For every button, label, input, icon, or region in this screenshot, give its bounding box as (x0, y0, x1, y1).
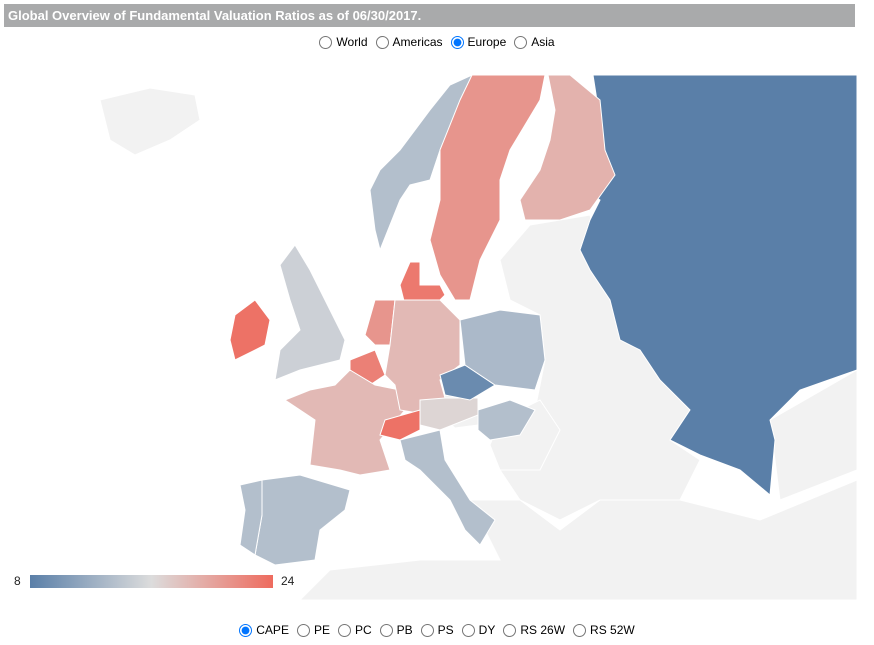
country: Portugal (239, 479, 263, 556)
radio-button[interactable] (503, 623, 517, 637)
country: Czech Republic (439, 364, 496, 401)
radio-option[interactable]: PC (337, 623, 372, 637)
legend-max: 24 (281, 574, 295, 588)
background-land (99, 87, 858, 601)
radio-button[interactable] (239, 623, 253, 637)
radio-label: PE (313, 623, 330, 637)
radio-label: Europe (467, 35, 507, 49)
radio-option[interactable]: PB (379, 623, 413, 637)
radio-label: RS 26W (520, 623, 566, 637)
radio-option[interactable]: CAPE (239, 623, 289, 637)
radio-label: Asia (531, 35, 555, 49)
country: Norway (369, 74, 473, 252)
country: Switzerland (379, 409, 421, 441)
region-selector: World Americas Europe Asia (0, 35, 874, 52)
radio-option[interactable]: PE (296, 623, 330, 637)
radio-option[interactable]: PS (420, 623, 454, 637)
radio-option[interactable]: RS 52W (573, 623, 635, 637)
legend-bar (30, 575, 273, 588)
legend-min: 8 (14, 574, 21, 588)
countries: Russia Norway Sweden Finland Denmark Uni… (229, 74, 858, 566)
land (769, 369, 858, 501)
country: Sweden (429, 74, 546, 301)
radio-button[interactable] (573, 623, 587, 637)
radio-label: World (336, 35, 368, 49)
radio-button[interactable] (461, 623, 475, 637)
radio-label: Americas (392, 35, 443, 49)
radio-option[interactable]: RS 26W (503, 623, 565, 637)
radio-option[interactable]: Asia (514, 35, 555, 49)
metric-selector: CAPE PE PC PB PS DY RS 26W RS 52W (0, 623, 874, 640)
country: Italy (399, 429, 496, 546)
country: Netherlands (364, 299, 396, 346)
radio-option[interactable]: Americas (375, 35, 443, 49)
country: Spain (254, 474, 351, 566)
country: United Kingdom (274, 244, 346, 381)
radio-button[interactable] (450, 35, 464, 49)
radio-button[interactable] (337, 623, 351, 637)
radio-button[interactable] (319, 35, 333, 49)
radio-button[interactable] (514, 35, 528, 49)
land (99, 87, 201, 156)
country: Denmark (399, 261, 446, 311)
country: Ireland (229, 299, 271, 361)
radio-button[interactable] (375, 35, 389, 49)
title-bar: Global Overview of Fundamental Valuation… (4, 4, 855, 27)
radio-label: RS 52W (590, 623, 635, 637)
radio-button[interactable] (379, 623, 393, 637)
radio-label: CAPE (256, 623, 289, 637)
radio-button[interactable] (296, 623, 310, 637)
land (298, 479, 858, 601)
radio-label: DY (478, 623, 496, 637)
country: Poland (459, 309, 546, 391)
radio-label: PB (396, 623, 413, 637)
radio-option[interactable]: DY (461, 623, 496, 637)
radio-option[interactable]: World (319, 35, 368, 49)
radio-option[interactable]: Europe (450, 35, 507, 49)
radio-button[interactable] (420, 623, 434, 637)
country: Finland (519, 74, 616, 221)
radio-label: PC (354, 623, 372, 637)
radio-label: PS (437, 623, 454, 637)
country: Hungary (477, 399, 536, 441)
